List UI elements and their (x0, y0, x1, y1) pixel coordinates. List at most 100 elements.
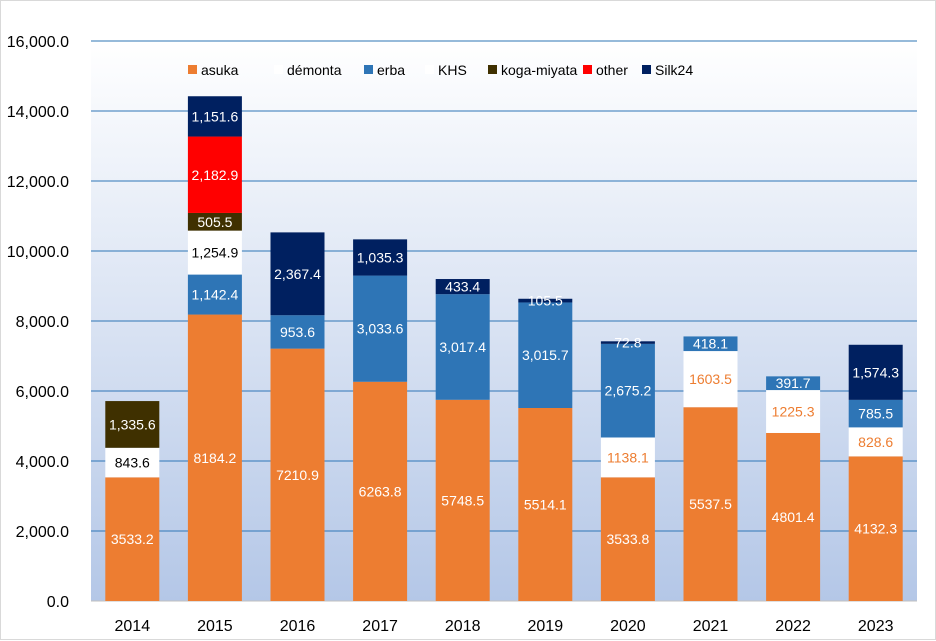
data-label: 785.5 (858, 406, 893, 422)
bar-segment (187, 274, 242, 315)
data-label: 2,367.4 (274, 266, 321, 282)
y-tick-label: 12,000.0 (7, 174, 69, 191)
data-label: 1,335.6 (109, 416, 156, 432)
bar-segment (848, 427, 903, 457)
bar-segment (105, 447, 160, 478)
data-label: 391.7 (776, 375, 811, 391)
x-tick-label: 2022 (775, 618, 811, 635)
data-label: 2,182.9 (192, 167, 239, 183)
legend-label: asuka (201, 62, 239, 78)
y-tick-label: 8,000.0 (16, 314, 69, 331)
data-label: 1225.3 (772, 404, 815, 420)
x-tick-label: 2014 (115, 618, 151, 635)
legend-label: Silk24 (655, 62, 693, 78)
legend-label: démonta (287, 62, 342, 78)
bar-segment (683, 336, 738, 352)
data-label: 2,675.2 (605, 383, 652, 399)
bar-segment (187, 314, 242, 601)
bar-segment (518, 302, 573, 409)
x-tick-label: 2017 (362, 618, 398, 635)
x-axis: 2014 2015 2016 2017 2018 2019 2020 2021 2022 2023 (115, 618, 894, 635)
bar-segment (270, 348, 325, 601)
legend-label: other (596, 62, 628, 78)
data-label: 3533.8 (606, 531, 649, 547)
bar-segment (353, 239, 408, 276)
bar-segment (435, 399, 490, 601)
data-label: 1,574.3 (852, 364, 899, 380)
data-label: 1,035.3 (357, 249, 404, 265)
legend-swatch (364, 65, 373, 74)
data-label: 3,017.4 (439, 339, 486, 355)
legend-label: KHS (438, 62, 467, 78)
data-label: 1,254.9 (192, 245, 239, 261)
bar-segment (683, 351, 738, 408)
y-tick-label: 0.0 (47, 594, 69, 611)
bar-segment (435, 279, 490, 295)
y-tick-label: 14,000.0 (7, 104, 69, 121)
bar-segment (600, 341, 655, 344)
bar-segment (518, 298, 573, 303)
legend-swatch (642, 65, 651, 74)
data-label: 1,151.6 (192, 108, 239, 124)
data-label: 5537.5 (689, 496, 732, 512)
y-tick-label: 6,000.0 (16, 384, 69, 401)
x-tick-label: 2021 (693, 618, 729, 635)
bar-segment (600, 477, 655, 601)
legend-swatch (274, 65, 283, 74)
data-label: 105.5 (528, 293, 563, 309)
data-label: 3,015.7 (522, 347, 569, 363)
x-tick-label: 2016 (280, 618, 316, 635)
data-label: 505.5 (197, 214, 232, 230)
data-label: 5748.5 (441, 492, 484, 508)
data-label: 828.6 (858, 434, 893, 450)
data-label: 5514.1 (524, 497, 567, 513)
data-label: 433.4 (445, 279, 480, 295)
bars (105, 96, 903, 601)
y-tick-label: 16,000.0 (7, 34, 69, 51)
data-label: 1,142.4 (192, 287, 239, 303)
data-label: 4132.3 (854, 521, 897, 537)
bar-segment (105, 477, 160, 601)
bar-segment (187, 136, 242, 213)
data-label: 418.1 (693, 336, 728, 352)
data-label: 8184.2 (193, 450, 236, 466)
legend-swatch (583, 65, 592, 74)
bar-segment (270, 315, 325, 349)
data-label: 4801.4 (772, 509, 815, 525)
legend-swatch (488, 65, 497, 74)
bar-segment (766, 390, 821, 433)
data-label: 6263.8 (359, 483, 402, 499)
bar-segment (848, 399, 903, 428)
bar-segment (187, 96, 242, 137)
y-axis: 0.0 2,000.0 4,000.0 6,000.0 8,000.0 10,000.0 1… (7, 34, 69, 611)
bar-segment (766, 376, 821, 391)
legend-label: erba (377, 62, 405, 78)
y-tick-label: 4,000.0 (16, 454, 69, 471)
bar-segment (600, 437, 655, 478)
data-label: 3533.2 (111, 531, 154, 547)
bar-segment (353, 381, 408, 601)
legend-label: koga-miyata (501, 62, 577, 78)
data-label: 953.6 (280, 324, 315, 340)
bar-segment (353, 275, 408, 382)
data-labels: 3533.2 843.6 1,335.6 8184.2 1,142.4 1,254.9 50… (109, 108, 899, 547)
data-label: 72.8 (614, 335, 641, 351)
y-tick-label: 10,000.0 (7, 244, 69, 261)
bar-segment (766, 432, 821, 601)
bar-segment (600, 343, 655, 438)
bar-segment (683, 407, 738, 601)
x-tick-label: 2019 (528, 618, 564, 635)
legend-swatch (188, 65, 197, 74)
bar-segment (848, 344, 903, 400)
bar-segment (518, 408, 573, 601)
data-label: 1603.5 (689, 371, 732, 387)
bar-segment (187, 230, 242, 275)
x-tick-label: 2023 (858, 618, 894, 635)
data-label: 7210.9 (276, 467, 319, 483)
data-label: 843.6 (115, 455, 150, 471)
x-tick-label: 2018 (445, 618, 481, 635)
bar-segment (848, 456, 903, 601)
y-tick-label: 2,000.0 (16, 524, 69, 541)
